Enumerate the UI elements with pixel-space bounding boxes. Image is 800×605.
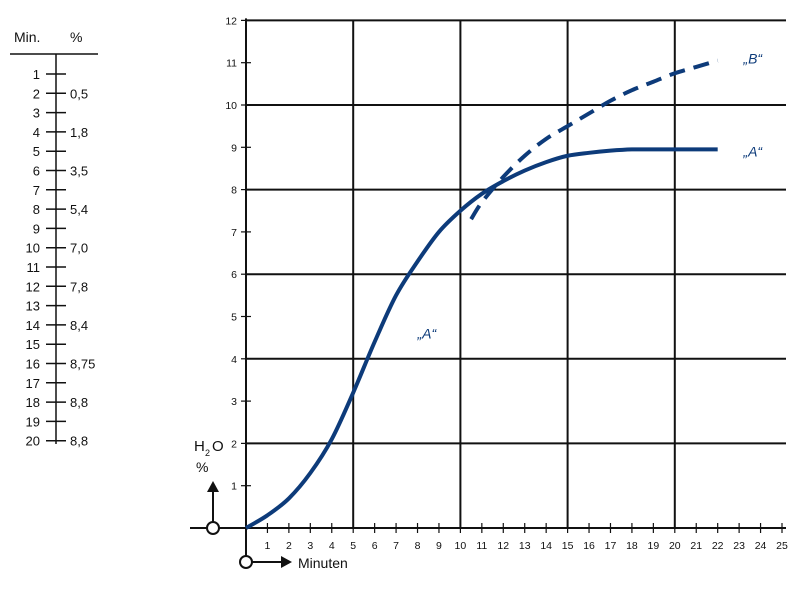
y-tick-label: 2 [231,438,237,450]
series-annotation-label: „A“ [417,325,438,341]
table-row-minute: 9 [33,221,40,236]
y-origin-marker [206,521,220,535]
y-axis-label-o: O [212,438,224,455]
table-row-minute: 4 [33,125,40,140]
x-axis-ticks: 1 2 3 4 5 6 7 8 9 10 11 12 13 14 15 16 17 18 19 20 21 22 23 24 2… [265,523,788,552]
table-row-minute: 2 [33,86,40,101]
x-tick-label: 25 [776,540,788,552]
y-tick-label: 8 [231,185,237,197]
y-tick-label: 1 [231,481,237,493]
x-tick-label: 4 [329,540,335,552]
table-row-percent: 8,8 [70,434,88,449]
table-row-percent: 8,8 [70,395,88,410]
table-row-minute: 11 [27,260,41,275]
x-tick-label: 13 [519,540,531,552]
y-tick-label: 6 [231,269,237,281]
x-tick-label: 24 [755,540,767,552]
x-tick-label: 3 [307,540,313,552]
y-tick-label: 11 [226,58,237,70]
x-tick-label: 9 [436,540,442,552]
series [244,58,719,530]
table-row-minute: 12 [26,279,40,294]
table-row-percent: 0,5 [70,86,88,101]
table-row-minute: 1 [33,67,40,82]
x-tick-label: 12 [497,540,509,552]
x-tick-label: 10 [455,540,467,552]
table-row-percent: 3,5 [70,164,88,179]
table-row-minute: 6 [33,164,40,179]
series-annotation-label: „B“ [742,50,763,66]
table-header-percent: % [70,29,82,45]
series-annotation-label: „A“ [742,144,763,160]
y-tick-label: 12 [225,15,237,27]
x-tick-label: 20 [669,540,681,552]
table-row-minute: 19 [26,414,40,429]
x-tick-label: 14 [540,540,552,552]
table-row-percent: 7,8 [70,279,88,294]
x-tick-label: 2 [286,540,292,552]
x-tick-label: 21 [690,540,702,552]
x-tick-label: 6 [372,540,378,552]
x-tick-label: 5 [350,540,356,552]
x-tick-label: 1 [265,540,271,552]
y-axis-label-h: H [194,438,205,455]
table-row-minute: 10 [26,241,40,256]
table-row-minute: 5 [33,144,40,159]
x-tick-label: 8 [415,540,421,552]
x-origin-marker [239,555,253,569]
y-tick-label: 4 [231,354,237,366]
table-row-percent: 8,4 [70,318,88,333]
annotations: „A“ „A“ „B“ [417,50,764,341]
table-row-minute: 16 [26,357,40,372]
y-axis-unit-label: % [196,459,208,475]
y-tick-label: 5 [231,312,237,324]
axes [190,18,786,569]
table-row-minute: 7 [33,183,40,198]
grid [246,19,786,528]
table-row-minute: 17 [26,376,40,391]
series-b-line [469,58,719,221]
series-a-line [244,147,718,530]
y-axis-label-subscript: 2 [205,448,210,458]
table-row-minute: 15 [26,337,40,352]
table-row-minute: 8 [33,202,40,217]
table-row-minute: 20 [26,434,40,449]
y-tick-label: 3 [231,396,237,408]
y-tick-label: 10 [225,100,237,112]
y-tick-label: 9 [231,142,237,154]
table-row-minute: 14 [26,318,40,333]
x-tick-label: 16 [583,540,595,552]
table-row-percent: 1,8 [70,125,88,140]
x-tick-label: 7 [393,540,399,552]
table-row-percent: 8,75 [70,357,95,372]
x-tick-label: 17 [605,540,617,552]
x-tick-label: 18 [626,540,638,552]
x-direction-arrow-head [281,556,292,568]
x-tick-label: 19 [648,540,660,552]
table-header-min: Min. [14,29,40,45]
x-tick-label: 15 [562,540,574,552]
y-tick-label: 7 [231,227,237,239]
x-tick-label: 22 [712,540,724,552]
table-row-percent: 5,4 [70,202,88,217]
y-direction-arrow-head [207,481,219,492]
table-row-minute: 13 [26,299,40,314]
x-axis-label: Minuten [298,555,348,571]
x-tick-label: 23 [733,540,745,552]
table-row-minute: 3 [33,106,40,121]
table-row-percent: 7,0 [70,241,88,256]
x-tick-label: 11 [476,540,487,552]
table-row-minute: 18 [26,395,40,410]
